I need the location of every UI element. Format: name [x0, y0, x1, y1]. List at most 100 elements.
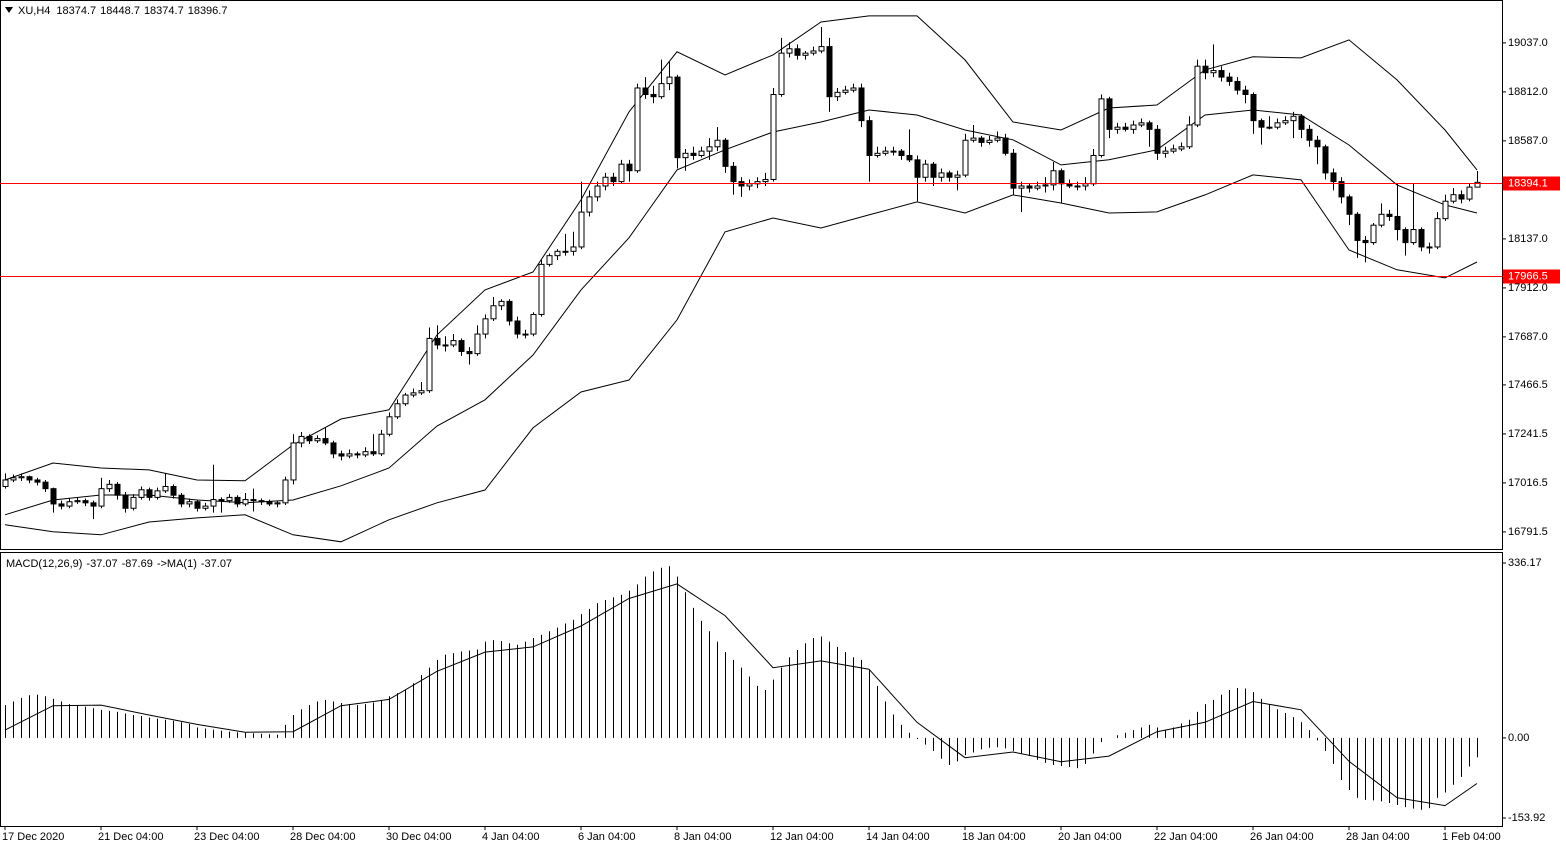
price-label: 18394.1 [1508, 177, 1548, 189]
candle-body [298, 435, 305, 444]
candle-body [1202, 65, 1209, 74]
candle-body [386, 416, 393, 435]
price-header: XU,H4 18374.7 18448.7 18374.7 18396.7 [18, 5, 227, 17]
candle-body [642, 87, 649, 96]
candle-body [50, 488, 57, 505]
candle-body [1290, 115, 1297, 122]
candle-body [1458, 194, 1465, 200]
y-tick-label: 18812.0 [1508, 86, 1548, 98]
candle-body [666, 76, 673, 85]
candle-body [1106, 98, 1113, 130]
candle-body [1066, 183, 1073, 187]
candle-body [530, 313, 537, 335]
candle-body [1234, 80, 1241, 91]
candle-body [1154, 128, 1161, 154]
candle-body [490, 305, 497, 320]
candle-body [1146, 122, 1153, 130]
candle-body [554, 250, 561, 257]
candle-body [986, 139, 993, 143]
candle-body [354, 453, 361, 456]
candle-body [602, 176, 609, 187]
candle-body [394, 403, 401, 418]
candle-body [370, 451, 377, 455]
candle-body [1362, 239, 1369, 244]
macd-header: MACD(12,26,9) -37.07 -87.69 ->MA(1) -37.07 [6, 558, 232, 570]
candle-body [1098, 98, 1105, 156]
candle-body [234, 496, 241, 505]
candle-body [994, 137, 1001, 141]
candle-body [690, 152, 697, 156]
y-tick-label: 18137.0 [1508, 233, 1548, 245]
candle-body [1074, 185, 1081, 188]
candle-body [1130, 124, 1137, 130]
candle-body [138, 489, 145, 498]
candle-body [762, 178, 769, 183]
candle-body [266, 501, 273, 505]
price-panel [0, 0, 1503, 550]
candle-body [194, 501, 201, 509]
x-tick-label: 1 Feb 04:00 [1442, 831, 1501, 843]
candle-body [178, 494, 185, 505]
x-tick-label: 28 Jan 04:00 [1346, 831, 1410, 843]
candle-body [826, 46, 833, 98]
candle-body [1002, 137, 1009, 154]
candle-body [682, 152, 689, 159]
candle-body [250, 499, 257, 502]
x-tick-label: 12 Jan 04:00 [770, 831, 834, 843]
candle-body [1042, 184, 1049, 187]
candle-body [306, 435, 313, 442]
candle-body [538, 263, 545, 315]
low: 18374.7 [144, 5, 184, 17]
candle-body [1090, 154, 1097, 185]
candle-body [626, 163, 633, 172]
y-tick-label: 17241.5 [1508, 428, 1548, 440]
candle-body [546, 255, 553, 265]
candle-body [1226, 76, 1233, 82]
candle-body [570, 246, 577, 252]
candle-body [1058, 170, 1065, 185]
candle-body [778, 52, 785, 96]
candle-body [858, 87, 865, 122]
y-tick-label: 17912.0 [1508, 282, 1548, 294]
candle-body [58, 503, 65, 507]
candle-body [1122, 126, 1129, 130]
y-tick-label: 17466.5 [1508, 379, 1548, 391]
candle-body [1298, 115, 1305, 130]
candle-body [650, 94, 657, 98]
x-tick-label: 22 Jan 04:00 [1154, 831, 1218, 843]
macd-value: -37.07 [86, 558, 117, 570]
candle-body [226, 496, 233, 502]
candle-body [506, 300, 513, 322]
candle-body [1114, 126, 1121, 130]
x-tick-label: 20 Jan 04:00 [1058, 831, 1122, 843]
macd-title: MACD(12,26,9) [6, 558, 82, 570]
candle-body [658, 83, 665, 98]
candle-body [202, 505, 209, 509]
open: 18374.7 [56, 5, 96, 17]
candle-body [426, 337, 433, 392]
candle-body [1162, 150, 1169, 154]
candle-body [122, 494, 129, 509]
candle-body [1434, 218, 1441, 248]
candle-body [706, 146, 713, 152]
candle-body [930, 163, 937, 178]
candle-body [1210, 70, 1217, 74]
candle-body [66, 501, 73, 507]
candle-body [1306, 128, 1313, 141]
candle-body [746, 183, 753, 187]
candle-body [1322, 146, 1329, 174]
high: 18448.7 [100, 5, 140, 17]
candle-body [274, 502, 281, 505]
candle-body [634, 87, 641, 172]
candle-body [906, 154, 913, 161]
candle-body [1274, 122, 1281, 128]
candle-body [1418, 229, 1425, 248]
candle-body [714, 139, 721, 148]
menu-arrow[interactable] [5, 7, 13, 13]
candle-body [1426, 246, 1433, 249]
candle-body [786, 48, 793, 54]
candle-body [162, 485, 169, 492]
candle-body [1258, 120, 1265, 128]
candle-body [1186, 124, 1193, 148]
